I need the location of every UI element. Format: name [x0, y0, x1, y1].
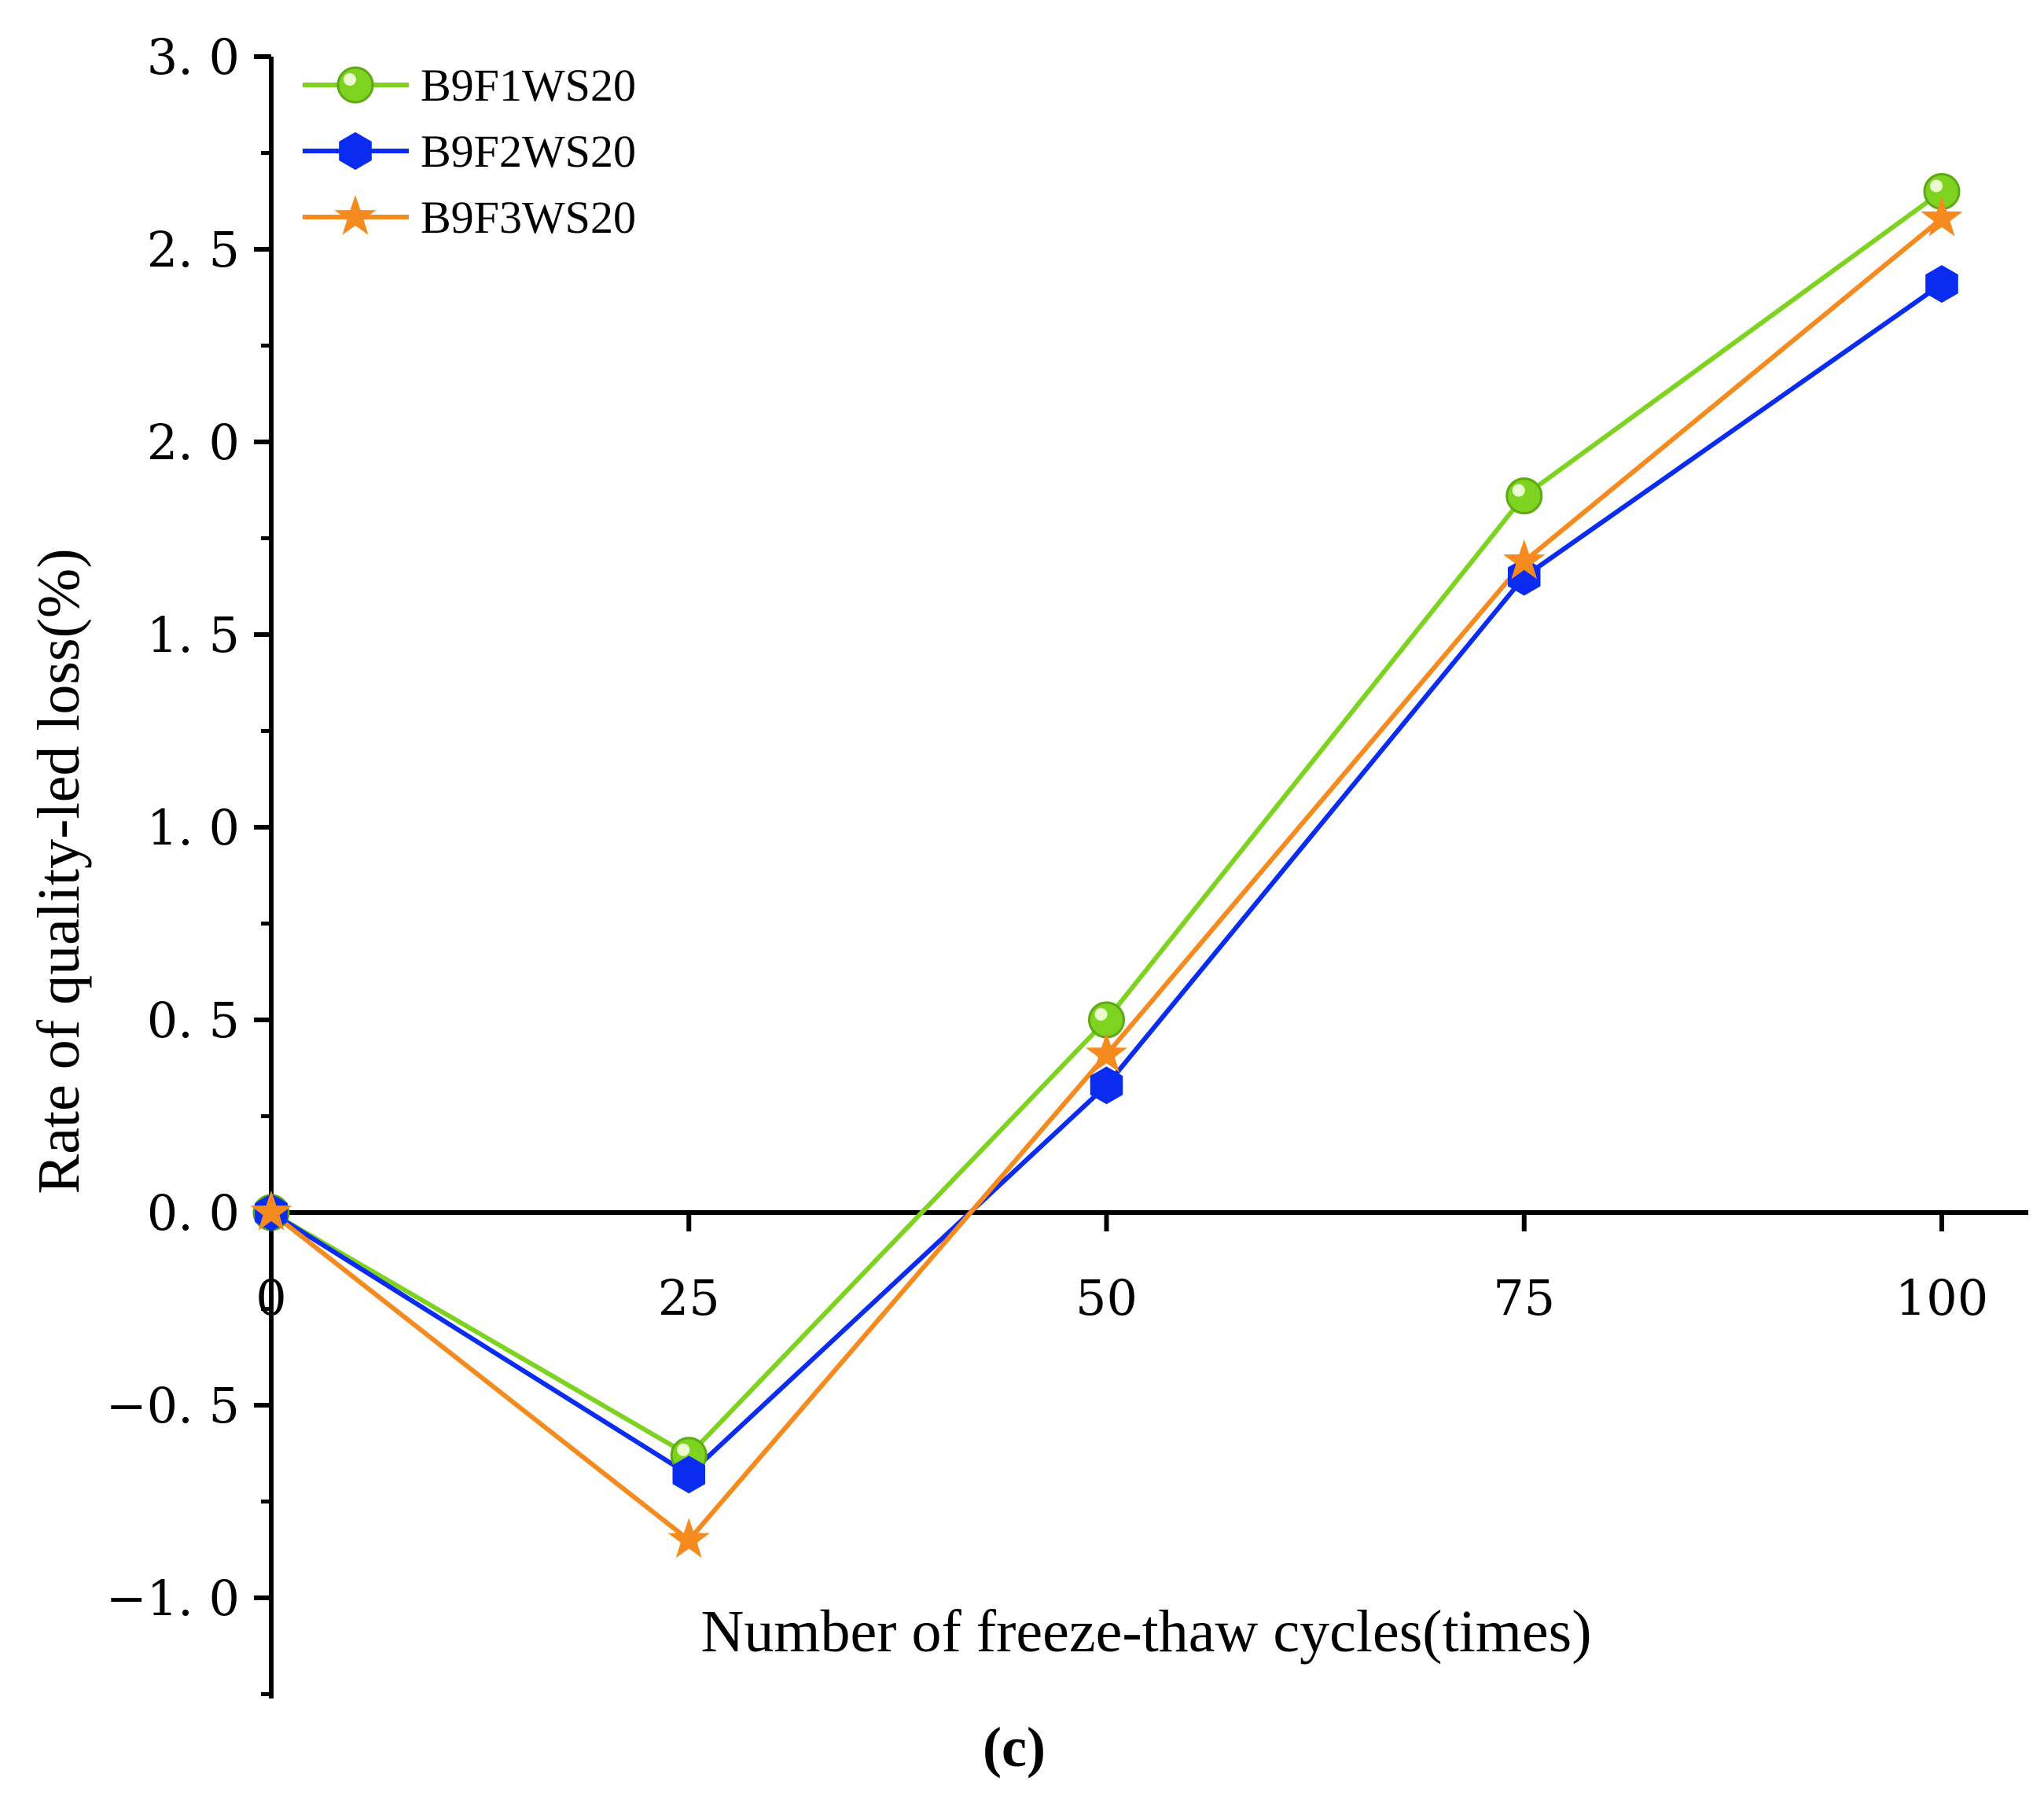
legend-marker-B9F1WS20-highlight: [344, 73, 356, 86]
y-tick-label: 0. 0: [147, 1184, 240, 1242]
legend-marker-B9F2WS20: [339, 132, 372, 170]
data-point-B9F1WS20-100-highlight: [1930, 179, 1943, 193]
data-point-B9F2WS20-25: [672, 1456, 705, 1494]
legend-label-B9F1WS20: B9F1WS20: [421, 60, 636, 111]
y-tick-label: 3. 0: [147, 28, 240, 86]
data-point-B9F1WS20-50: [1088, 1001, 1125, 1039]
legend-marker-B9F3WS20: [334, 195, 377, 235]
y-tick-label: 1. 0: [147, 799, 240, 856]
x-tick-label: 25: [658, 1269, 720, 1327]
data-point-B9F1WS20-75-highlight: [1512, 484, 1525, 497]
data-point-B9F1WS20-75: [1505, 477, 1543, 515]
data-point-B9F2WS20-100: [1925, 265, 1958, 304]
legend-marker-B9F1WS20: [336, 66, 374, 104]
legend-label-B9F3WS20: B9F3WS20: [421, 192, 636, 243]
axes: 3. 0 2. 5 2. 0 1. 5 1. 0 0. 5 0. 0 −0. 5 −1. 0 0 2…: [106, 28, 2028, 1698]
data-point-B9F1WS20-75-body: [1505, 477, 1543, 515]
y-tick-label: −1. 0: [106, 1570, 240, 1627]
data-point-B9F1WS20-100: [1923, 173, 1961, 210]
y-tick-label: 0. 5: [147, 992, 240, 1049]
x-tick-label: 100: [1895, 1269, 1988, 1327]
series-layer: [250, 173, 1963, 1559]
y-tick-label: −0. 5: [106, 1377, 240, 1434]
x-axis-title: Number of freeze-thaw cycles(times): [700, 1599, 1591, 1665]
x-tick-label: 0: [256, 1269, 286, 1327]
data-point-B9F2WS20-50: [1090, 1066, 1123, 1105]
x-tick-label: 50: [1075, 1269, 1138, 1327]
data-point-B9F1WS20-50-highlight: [1094, 1008, 1108, 1021]
data-point-B9F1WS20-25-highlight: [677, 1443, 690, 1456]
legend: B9F1WS20 B9F2WS20 B9F3WS20: [303, 60, 636, 243]
x-tick-label: 75: [1493, 1269, 1555, 1327]
legend-label-B9F2WS20: B9F2WS20: [421, 126, 636, 177]
series-line-B9F3WS20: [270, 216, 1943, 1543]
data-point-B9F3WS20-100: [1921, 196, 1963, 237]
series-line-B9F1WS20: [270, 190, 1943, 1458]
y-tick-label: 2. 5: [147, 221, 240, 278]
data-point-B9F3WS20-25: [667, 1518, 710, 1559]
y-tick-label: 2. 0: [147, 414, 240, 471]
data-point-B9F1WS20-50-body: [1088, 1001, 1125, 1039]
figure-caption: (c): [983, 1716, 1046, 1779]
data-point-B9F3WS20-50: [1085, 1032, 1128, 1073]
data-point-B9F3WS20-0: [250, 1191, 292, 1231]
data-point-B9F3WS20-75: [1503, 539, 1546, 580]
y-tick-label: 1. 5: [147, 606, 240, 664]
y-axis-title: Rate of quality-led loss(%): [26, 548, 92, 1194]
legend-marker-B9F1WS20-body: [336, 66, 374, 104]
